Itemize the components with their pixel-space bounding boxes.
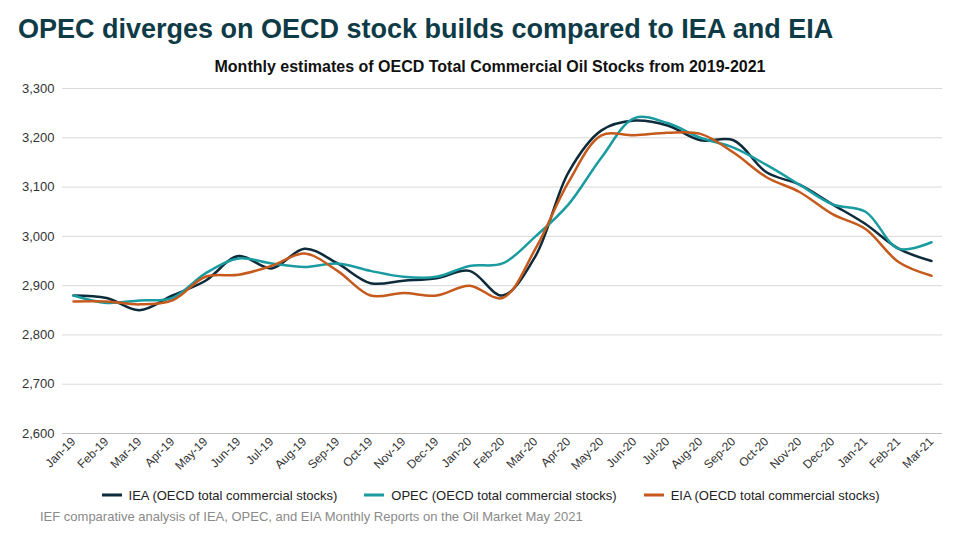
svg-text:Jan-19: Jan-19	[42, 434, 78, 470]
svg-text:Jul-19: Jul-19	[243, 434, 277, 468]
svg-text:Nov-19: Nov-19	[371, 434, 408, 471]
svg-text:Dec-19: Dec-19	[404, 434, 441, 471]
svg-text:2,900: 2,900	[22, 278, 55, 293]
svg-text:Mar-19: Mar-19	[108, 434, 145, 471]
svg-text:3,300: 3,300	[22, 81, 55, 96]
svg-text:Apr-20: Apr-20	[538, 434, 574, 470]
svg-text:Jul-20: Jul-20	[639, 434, 673, 468]
svg-text:Jan-21: Jan-21	[834, 434, 870, 470]
html-text:IEF comparative analysis of IE: IEF comparative analysis of IEA, OPEC, a…	[40, 509, 583, 524]
svg-text:Aug-20: Aug-20	[668, 434, 705, 471]
svg-text:3,000: 3,000	[22, 229, 55, 244]
html-text:OPEC (OECD total commercial st: OPEC (OECD total commercial stocks)	[391, 487, 617, 503]
svg-text:Oct-19: Oct-19	[340, 434, 376, 470]
svg-text:2,600: 2,600	[22, 426, 55, 441]
html-text:OPEC diverges on OECD stock bu: OPEC diverges on OECD stock builds compa…	[18, 14, 834, 44]
svg-text:Feb-21: Feb-21	[867, 434, 904, 471]
svg-text:May-20: May-20	[568, 434, 606, 472]
svg-text:Feb-20: Feb-20	[471, 434, 508, 471]
svg-text:3,100: 3,100	[22, 179, 55, 194]
svg-text:Dec-20: Dec-20	[800, 434, 837, 471]
html-text:IEA (OECD total commercial sto: IEA (OECD total commercial stocks)	[128, 487, 338, 503]
html-text:EIA (OECD total commercial sto: EIA (OECD total commercial stocks)	[670, 487, 880, 503]
svg-text:Aug-19: Aug-19	[272, 434, 309, 471]
svg-text:Oct-20: Oct-20	[736, 434, 772, 470]
svg-text:3,200: 3,200	[22, 130, 55, 145]
svg-text:Apr-19: Apr-19	[142, 434, 178, 470]
svg-text:2,700: 2,700	[22, 376, 55, 391]
svg-text:Jan-20: Jan-20	[438, 434, 474, 470]
html-text:Monthly estimates of OECD Tota: Monthly estimates of OECD Total Commerci…	[214, 58, 766, 75]
svg-text:Sep-19: Sep-19	[305, 434, 342, 471]
svg-text:Mar-20: Mar-20	[504, 434, 541, 471]
svg-text:Jun-20: Jun-20	[603, 434, 639, 470]
svg-text:Nov-20: Nov-20	[767, 434, 804, 471]
svg-text:Sep-20: Sep-20	[701, 434, 738, 471]
svg-text:Jun-19: Jun-19	[207, 434, 243, 470]
svg-text:2,800: 2,800	[22, 327, 55, 342]
svg-text:Feb-19: Feb-19	[75, 434, 112, 471]
svg-text:Mar-21: Mar-21	[900, 434, 937, 471]
svg-text:May-19: May-19	[172, 434, 210, 472]
